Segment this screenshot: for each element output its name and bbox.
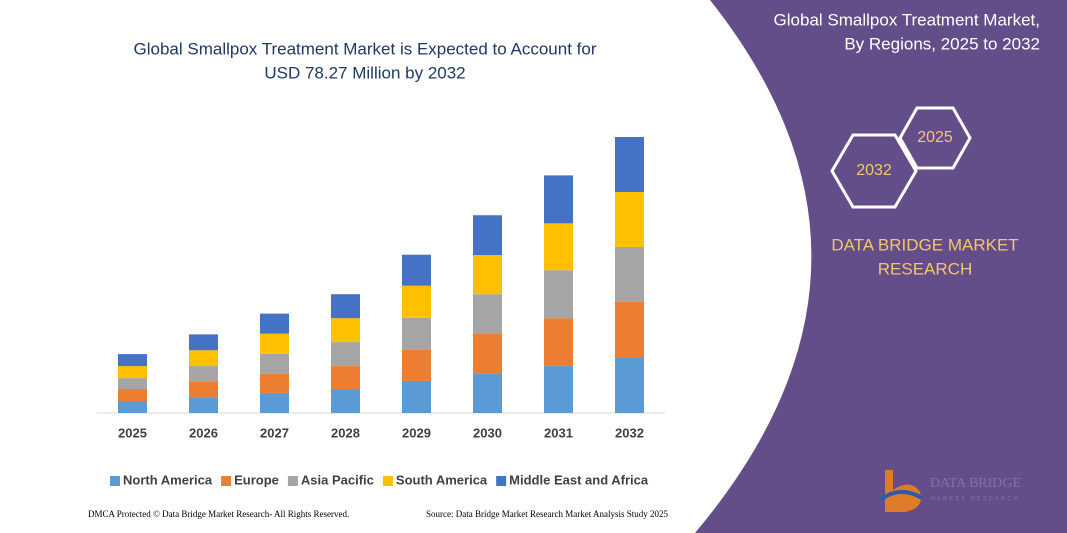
footer: Source: Data Bridge Market Research Mark… bbox=[426, 509, 668, 519]
bar-segment bbox=[331, 389, 360, 413]
bar-segment bbox=[331, 366, 360, 390]
bar-segment bbox=[189, 397, 218, 413]
bar-segment bbox=[189, 366, 218, 382]
logo-text: DATA BRIDGE bbox=[930, 476, 1021, 491]
legend-swatch bbox=[496, 476, 507, 486]
legend-swatch bbox=[110, 476, 120, 486]
chart-title: USD 78.27 Million by 2032 bbox=[264, 63, 465, 82]
bar-segment bbox=[402, 254, 431, 286]
bar-segment bbox=[615, 358, 644, 413]
side-panel bbox=[695, 0, 1067, 533]
legend-label: Asia Pacific bbox=[301, 472, 374, 487]
x-tick-label: 2032 bbox=[615, 425, 644, 440]
x-tick-label: 2029 bbox=[402, 425, 431, 440]
brand: RESEARCH bbox=[878, 259, 972, 278]
logo: DATA BRIDGE MARKET RESEARCH bbox=[878, 470, 1021, 512]
hexagon-label: 2032 bbox=[856, 162, 892, 179]
bar-segment bbox=[331, 294, 360, 319]
bar-segment bbox=[615, 191, 644, 247]
bar-segment bbox=[260, 333, 289, 354]
bar-segment bbox=[118, 354, 147, 367]
bar-segment bbox=[473, 373, 502, 413]
bar-segment bbox=[118, 389, 147, 402]
x-tick-label: 2031 bbox=[544, 425, 573, 440]
x-tick-label: 2028 bbox=[331, 425, 360, 440]
x-tick-label: 2026 bbox=[189, 425, 218, 440]
bar-segment bbox=[473, 255, 502, 295]
bar-segment bbox=[118, 378, 147, 390]
bar-segment bbox=[544, 366, 573, 413]
bar-segment bbox=[260, 353, 289, 374]
bar-segment bbox=[260, 313, 289, 334]
bar-segment bbox=[615, 136, 644, 192]
legend-label: South America bbox=[396, 472, 488, 487]
bar-segment bbox=[544, 318, 573, 367]
hexagon-label: 2025 bbox=[917, 129, 953, 146]
legend-swatch bbox=[382, 476, 393, 486]
footer: DMCA Protected © Data Bridge Market Rese… bbox=[88, 509, 349, 519]
bar-segment bbox=[402, 349, 431, 381]
hexagon bbox=[830, 133, 918, 209]
legend-swatch bbox=[287, 476, 298, 486]
bar-segment bbox=[402, 380, 431, 413]
legend-label: Middle East and Africa bbox=[509, 472, 649, 487]
legend-label: Europe bbox=[234, 472, 279, 487]
bar-segment bbox=[118, 366, 147, 379]
legend-swatch bbox=[221, 476, 232, 486]
bar-segment bbox=[544, 223, 573, 271]
x-tick-label: 2025 bbox=[118, 425, 147, 440]
x-tick-label: 2030 bbox=[473, 425, 502, 440]
bar-segment bbox=[118, 401, 147, 413]
bar-segment bbox=[331, 342, 360, 367]
panel-title: By Regions, 2025 to 2032 bbox=[844, 34, 1040, 53]
bar-segment bbox=[260, 392, 289, 413]
bar-segment bbox=[615, 301, 644, 359]
bar-segment bbox=[402, 285, 431, 318]
bar-segment bbox=[331, 318, 360, 343]
bar-segment bbox=[473, 334, 502, 374]
bar-segment bbox=[615, 246, 644, 302]
bar-segment bbox=[189, 334, 218, 351]
bar-segment bbox=[189, 381, 218, 398]
x-tick-label: 2027 bbox=[260, 425, 289, 440]
bar-segment bbox=[189, 350, 218, 367]
panel-title: Global Smallpox Treatment Market, bbox=[774, 10, 1040, 29]
bar-segment bbox=[402, 317, 431, 350]
brand: DATA BRIDGE MARKET bbox=[831, 235, 1018, 254]
bar-segment bbox=[544, 175, 573, 224]
hexagon bbox=[898, 106, 972, 170]
bar-segment bbox=[473, 294, 502, 335]
logo-text: MARKET RESEARCH bbox=[930, 497, 1020, 503]
chart-title: Global Smallpox Treatment Market is Expe… bbox=[134, 39, 597, 58]
legend-label: North America bbox=[123, 472, 213, 487]
bar-segment bbox=[260, 373, 289, 393]
bar-segment bbox=[473, 215, 502, 256]
bar-segment bbox=[544, 270, 573, 319]
